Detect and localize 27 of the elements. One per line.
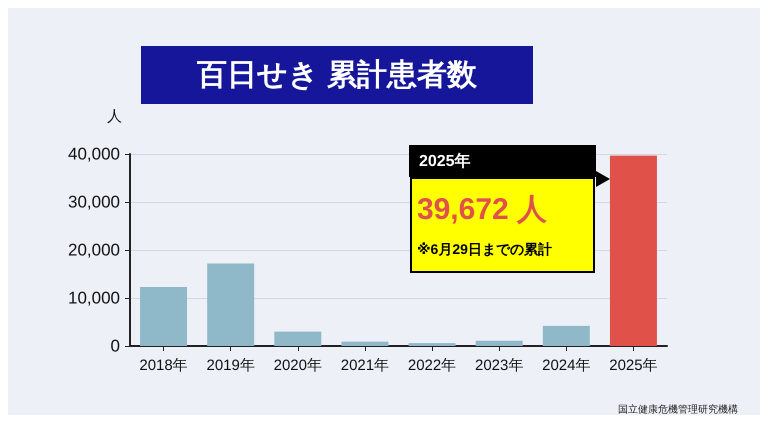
y-axis-title: 人 [107, 108, 122, 125]
bar [408, 343, 456, 346]
chart-title: 百日せき 累計患者数 [196, 58, 478, 92]
bar [476, 340, 523, 346]
x-tick-label: 2022年 [408, 357, 456, 374]
annotation: 39,672 人 [416, 192, 548, 228]
y-tick-label: 40,000 [68, 144, 120, 164]
x-tick-label: 2025年 [609, 357, 658, 374]
x-tick-label: 2019年 [206, 357, 255, 374]
y-tick-label: 20,000 [68, 240, 120, 260]
text: 国立健康危機管理研究機構 [618, 404, 738, 416]
x-tick-label: 2023年 [475, 357, 524, 374]
annotation: ※6月29日までの累計 [416, 241, 552, 259]
annotation: 2025年 [418, 152, 471, 172]
bar [610, 156, 657, 346]
x-tick-label: 2020年 [274, 357, 322, 374]
x-tick-label: 2018年 [139, 357, 188, 374]
bar [274, 332, 322, 346]
bar [207, 263, 254, 346]
y-tick-label: 10,000 [68, 288, 120, 308]
bar [542, 326, 590, 346]
bar [140, 286, 188, 346]
y-tick-label: 30,000 [68, 192, 120, 212]
x-tick-label: 2021年 [340, 357, 390, 374]
x-tick-label: 2024年 [542, 357, 590, 374]
y-tick-label: 0 [110, 336, 120, 356]
bar [341, 342, 388, 346]
